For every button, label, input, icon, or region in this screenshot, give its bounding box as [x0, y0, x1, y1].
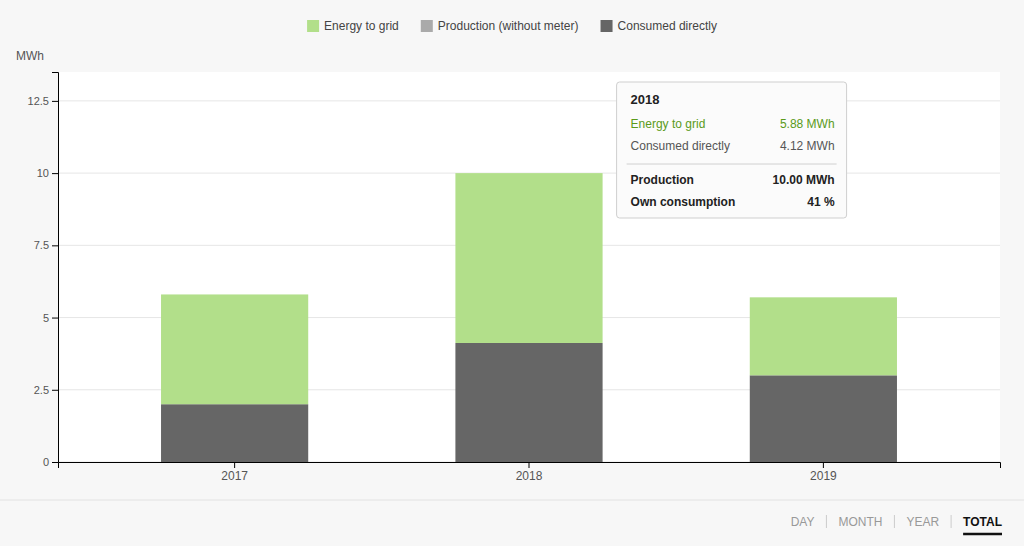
y-tick-mark	[52, 245, 58, 246]
legend-swatch	[601, 20, 613, 32]
legend-item: Production (without meter)	[421, 19, 579, 33]
y-tick: 2.5	[34, 384, 58, 396]
x-tick-label: 2019	[810, 469, 837, 483]
y-tick-label: 12.5	[28, 95, 49, 107]
x-tick: 2019	[810, 462, 837, 483]
x-tick: 2017	[221, 462, 248, 483]
footer-item[interactable]: MONTH	[838, 515, 882, 529]
y-tick: 0	[43, 456, 58, 468]
footer-separator	[951, 515, 952, 528]
legend-label: Production (without meter)	[438, 19, 579, 33]
tooltip-value: 41 %	[807, 195, 835, 209]
tooltip-value: 5.88 MWh	[780, 117, 835, 131]
legend: Energy to grid Production (without meter)…	[307, 19, 717, 33]
bar	[455, 343, 602, 462]
footer-item[interactable]: DAY	[791, 515, 815, 529]
x-axis: 2017 2018 2019	[59, 462, 1001, 483]
tooltip: 2018 Energy to grid 5.88 MWh Consumed direc…	[617, 82, 847, 218]
bar	[161, 404, 308, 462]
y-tick-mark	[52, 318, 58, 319]
y-axis: 0 2.5 5 7.5 10 12.5	[28, 73, 59, 469]
footer-item[interactable]: YEAR	[906, 515, 939, 529]
tooltip-label: Production	[631, 173, 694, 187]
legend-label: Consumed directly	[618, 19, 717, 33]
footer-separator	[894, 515, 895, 528]
bar	[455, 173, 602, 343]
tooltip-label: Own consumption	[631, 195, 736, 209]
x-tick-label: 2017	[221, 469, 248, 483]
x-axis-line	[59, 463, 1001, 469]
tooltip-label: Energy to grid	[631, 117, 706, 131]
x-tick: 2018	[516, 462, 543, 483]
bar	[750, 297, 897, 375]
chart: 0 2.5 5 7.5 10 12.5 2017 2018 2019 MWh Energy to g…	[0, 0, 1024, 546]
y-tick-label: 2.5	[34, 384, 49, 396]
tooltip-value: 10.00 MWh	[773, 173, 835, 187]
footer-separator	[826, 515, 827, 528]
footer-underline	[963, 533, 1002, 536]
legend-label: Energy to grid	[324, 19, 399, 33]
tooltip-divider	[627, 164, 837, 165]
y-axis-label: MWh	[16, 49, 44, 63]
x-tick-mark	[823, 462, 824, 468]
y-tick: 5	[43, 312, 58, 324]
plot-area: 0 2.5 5 7.5 10 12.5 2017 2018 2019	[28, 73, 1001, 483]
grid-line	[58, 100, 1000, 101]
y-tick-label: 5	[43, 312, 49, 324]
bar	[750, 375, 897, 462]
tooltip-box	[617, 82, 847, 218]
footer: TOTAL YEAR MONTH DAY	[0, 500, 1024, 534]
footer-rule	[0, 500, 1024, 501]
x-tick-mark	[529, 462, 530, 468]
tooltip-title: 2018	[631, 92, 660, 107]
y-tick: 7.5	[34, 239, 58, 251]
y-tick: 10	[37, 167, 58, 179]
y-tick-label: 7.5	[34, 239, 49, 251]
x-tick-label: 2018	[516, 469, 543, 483]
footer-item[interactable]: TOTAL	[963, 515, 1002, 529]
legend-item: Energy to grid	[307, 19, 399, 33]
y-tick-label: 0	[43, 456, 49, 468]
plot-background	[58, 72, 1000, 462]
legend-swatch	[307, 20, 319, 32]
legend-item: Consumed directly	[601, 19, 717, 33]
y-tick-label: 10	[37, 167, 49, 179]
y-tick-mark	[52, 101, 58, 102]
tooltip-label: Consumed directly	[631, 139, 730, 153]
y-tick-mark	[52, 390, 58, 391]
legend-swatch	[421, 20, 433, 32]
grid	[58, 101, 1000, 462]
tooltip-value: 4.12 MWh	[780, 139, 835, 153]
y-axis-line	[52, 73, 59, 463]
bar	[161, 294, 308, 404]
y-tick-mark	[52, 462, 58, 463]
y-tick: 12.5	[28, 95, 58, 107]
y-tick-mark	[52, 173, 58, 174]
x-tick-mark	[234, 462, 235, 468]
